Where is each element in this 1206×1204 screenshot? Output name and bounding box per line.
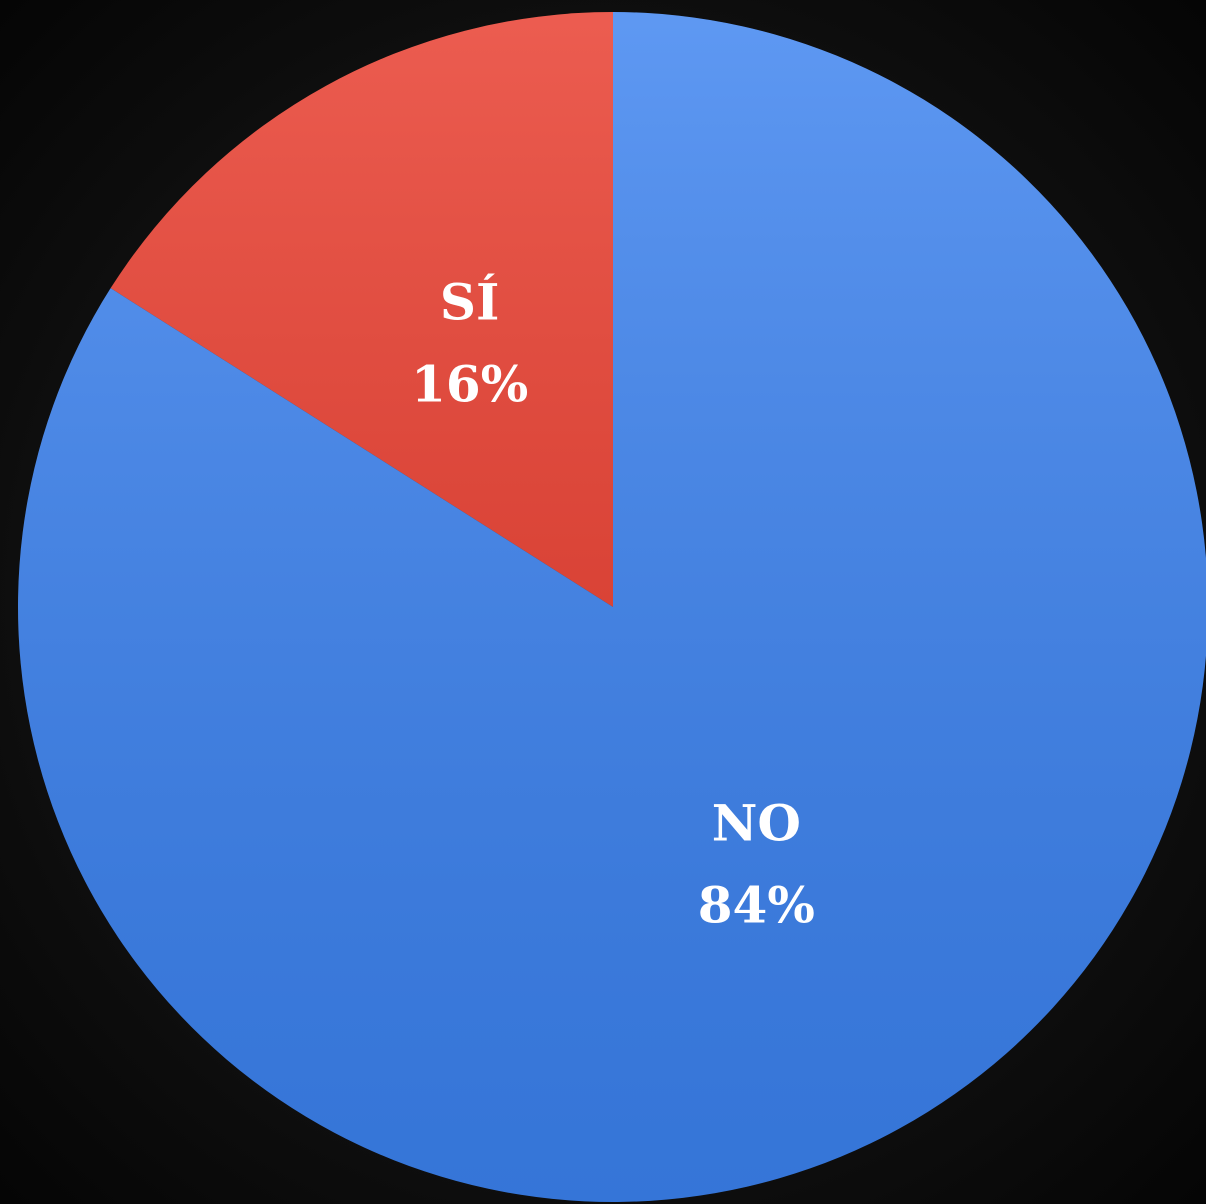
- slice-value-label: 16%: [411, 354, 528, 413]
- labels: SÍ 16% NO 84%: [411, 272, 815, 934]
- slice-category: NO: [712, 794, 801, 853]
- pie: [18, 12, 1206, 1202]
- slice-value-label: 84%: [698, 876, 815, 935]
- slice-category: SÍ: [440, 272, 500, 331]
